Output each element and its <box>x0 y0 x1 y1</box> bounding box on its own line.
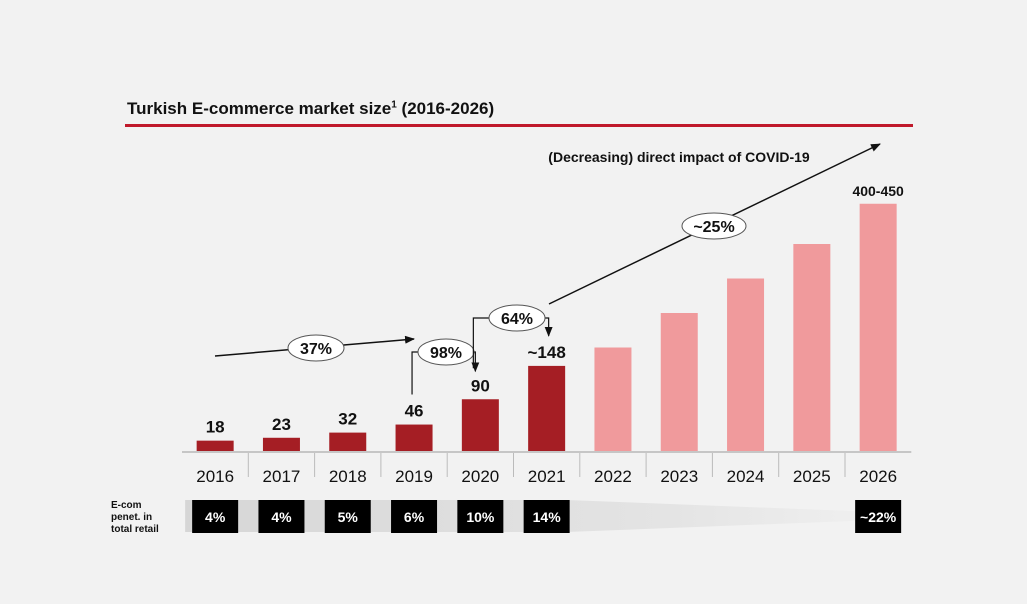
bar-2026 <box>859 203 897 451</box>
penetration-box-2020 <box>457 500 504 533</box>
growth-64-bubble <box>488 304 546 332</box>
penetration-box-2018 <box>324 500 371 533</box>
penetration-box-2016 <box>192 500 239 533</box>
chart-title: Turkish E-commerce market size1 (2016-20… <box>127 99 494 119</box>
growth-37-label: 37% <box>300 341 332 358</box>
x-tick-2019: 2019 <box>395 467 433 486</box>
growth-98-label: 98% <box>430 345 462 362</box>
penetration-value-2021: 14% <box>533 509 562 525</box>
bar-2018 <box>329 432 367 451</box>
penetration-value-2016: 4% <box>205 509 226 525</box>
penetration-value-2018: 5% <box>338 509 359 525</box>
value-label-2019: 46 <box>405 402 424 421</box>
penetration-label-line: penet. in <box>111 512 153 523</box>
penetration-box-2017 <box>258 500 305 533</box>
penetration-label-line: E-com <box>111 500 142 511</box>
penetration-value-2020: 10% <box>466 509 495 525</box>
value-label-2021: ~148 <box>528 343 566 362</box>
title-footnote-marker: 1 <box>391 99 397 111</box>
title-underline <box>125 124 913 127</box>
bar-2024 <box>727 278 765 451</box>
growth-25-bubble <box>681 212 747 240</box>
growth-64-label: 64% <box>501 311 533 328</box>
bar-2016 <box>196 440 234 451</box>
x-tick-2018: 2018 <box>329 467 367 486</box>
value-label-2018: 32 <box>338 410 357 429</box>
x-tick-2020: 2020 <box>461 467 499 486</box>
penetration-value-2026: ~22% <box>860 509 897 525</box>
penetration-value-2017: 4% <box>271 509 292 525</box>
bar-2017 <box>262 437 300 451</box>
x-tick-2021: 2021 <box>528 467 566 486</box>
x-tick-2025: 2025 <box>793 467 831 486</box>
growth-98-bubble <box>417 338 475 366</box>
x-tick-2022: 2022 <box>594 467 632 486</box>
value-label-2016: 18 <box>206 418 225 437</box>
x-tick-2023: 2023 <box>660 467 698 486</box>
penetration-box-2021 <box>523 500 570 533</box>
bar-2021 <box>528 365 566 451</box>
penetration-row-label: E-com penet. in total retail <box>111 500 191 536</box>
growth-37-bubble <box>287 334 345 362</box>
x-tick-2017: 2017 <box>263 467 301 486</box>
growth-25-label: ~25% <box>693 219 734 236</box>
covid-impact-note: (Decreasing) direct impact of COVID-19 <box>548 149 810 165</box>
x-tick-2024: 2024 <box>727 467 765 486</box>
penetration-box-2026 <box>855 500 902 533</box>
bar-2025 <box>793 244 831 451</box>
penetration-box-2019 <box>391 500 438 533</box>
penetration-label-line: total retail <box>111 524 159 535</box>
x-tick-2016: 2016 <box>196 467 234 486</box>
bar-2022 <box>594 347 632 451</box>
bar-2019 <box>395 424 433 451</box>
bar-2023 <box>660 313 698 451</box>
value-label-2026: 400-450 <box>852 183 904 199</box>
value-label-2020: 90 <box>471 376 490 395</box>
chart-title-years: (2016-2026) <box>396 99 495 118</box>
x-tick-2026: 2026 <box>859 467 897 486</box>
penetration-value-2019: 6% <box>404 509 425 525</box>
bar-2020 <box>461 399 499 451</box>
value-label-2017: 23 <box>272 415 291 434</box>
chart-title-text: Turkish E-commerce market size <box>127 99 392 118</box>
